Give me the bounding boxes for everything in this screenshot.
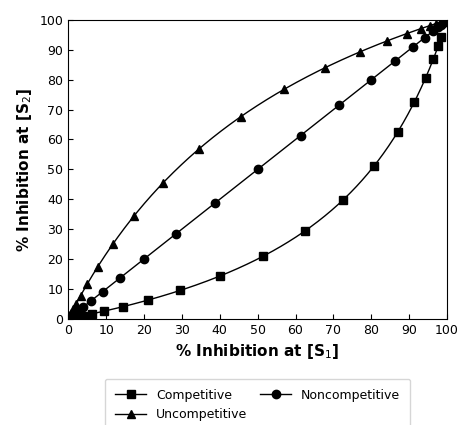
X-axis label: % Inhibition at [S$_1$]: % Inhibition at [S$_1$] bbox=[175, 342, 340, 361]
Legend: Competitive, Uncompetitive, Noncompetitive: Competitive, Uncompetitive, Noncompetiti… bbox=[105, 379, 410, 425]
Y-axis label: % Inhibition at [S$_2$]: % Inhibition at [S$_2$] bbox=[15, 87, 34, 252]
